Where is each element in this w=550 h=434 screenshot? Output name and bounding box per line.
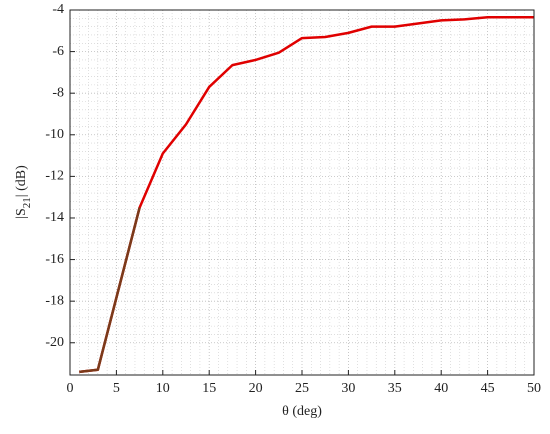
y-label-sub: 21 — [21, 197, 33, 208]
y-label-main: |S — [14, 208, 29, 219]
x-axis-label: θ (deg) — [282, 404, 322, 419]
series-line — [79, 207, 141, 374]
x-tick-label: 15 — [202, 381, 216, 396]
y-axis-label: |S21| (dB) — [14, 165, 32, 219]
y-tick-label: -6 — [52, 44, 64, 59]
y-tick-label: -12 — [45, 169, 64, 184]
y-tick-label: -10 — [45, 127, 64, 142]
x-tick-label: 35 — [388, 381, 402, 396]
x-tick-label: 30 — [341, 381, 355, 396]
x-tick-label: 50 — [527, 381, 541, 396]
y-tick-label: -14 — [45, 210, 64, 225]
x-tick-label: 25 — [295, 381, 309, 396]
y-tick-label: -8 — [52, 85, 64, 100]
x-tick-label: 10 — [156, 381, 170, 396]
y-tick-label: -4 — [52, 2, 64, 17]
x-tick-label: 45 — [481, 381, 495, 396]
x-tick-label: 40 — [434, 381, 448, 396]
plot-frame — [69, 9, 535, 376]
y-label-post: | (dB) — [14, 165, 29, 197]
y-tick-label: -20 — [45, 335, 64, 350]
x-tick-label: 5 — [113, 381, 120, 396]
y-tick-label: -16 — [45, 252, 64, 267]
x-tick-label: 0 — [67, 381, 74, 396]
series-line — [79, 16, 534, 374]
y-tick-label: -18 — [45, 293, 64, 308]
x-tick-label: 20 — [249, 381, 263, 396]
